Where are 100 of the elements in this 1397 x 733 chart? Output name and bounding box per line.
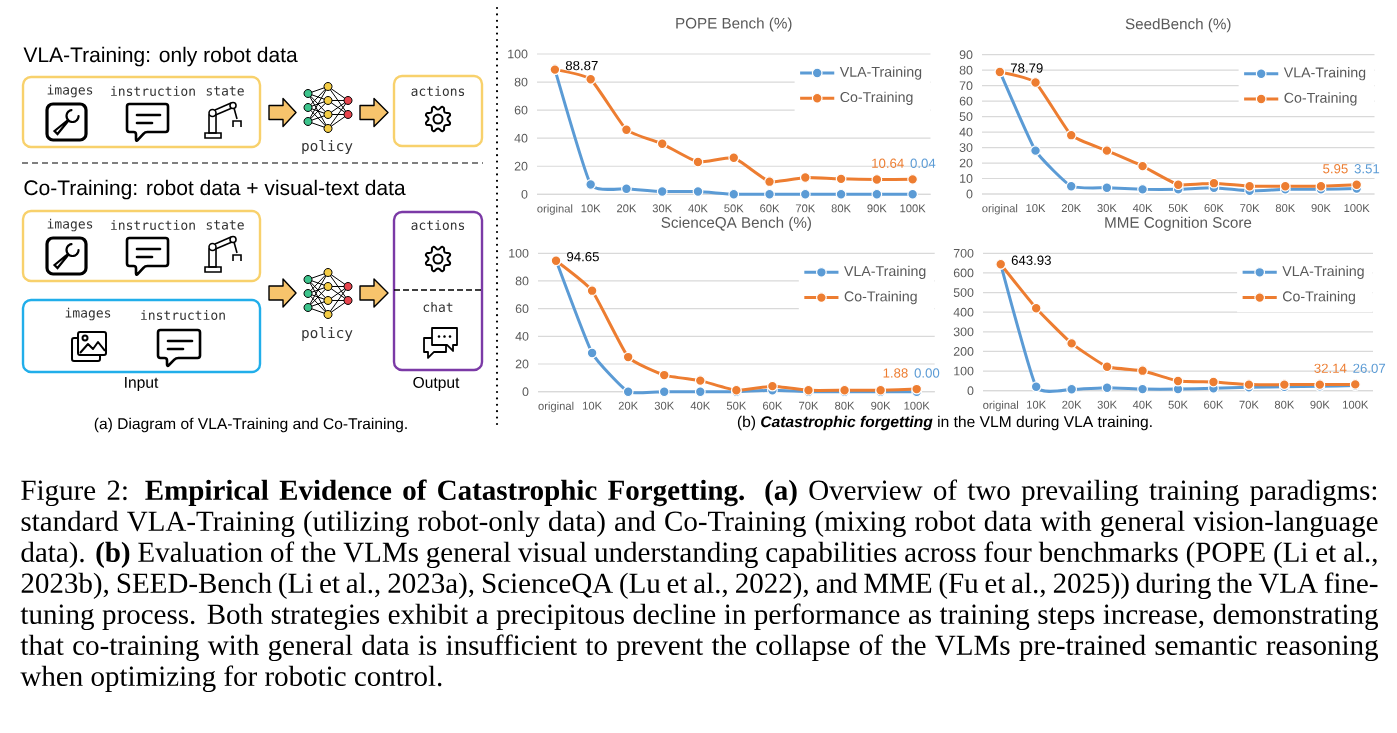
x-tick-label: 20K [618, 401, 638, 410]
x-tick-label: 70K [795, 204, 816, 213]
point [1101, 182, 1113, 194]
point [907, 173, 919, 185]
point [767, 380, 778, 392]
data-label: 1.88 [883, 368, 908, 378]
point [728, 188, 740, 200]
x-tick-label: 30K [1097, 400, 1117, 409]
point [1137, 160, 1148, 172]
y-tick-label: 700 [953, 248, 974, 258]
x-tick-label: 60K [1204, 204, 1224, 212]
y-tick-label: 20 [959, 158, 973, 168]
data-label: 88.87 [565, 60, 598, 71]
x-tick-label: 90K [871, 401, 891, 410]
y-tick-label: 100 [509, 248, 529, 258]
point [835, 188, 847, 200]
text: Output [413, 376, 460, 392]
chart-title: ScienceQA Bench (%) [661, 216, 811, 231]
x-tick-label: 90K [867, 204, 887, 213]
text: (a) Diagram of VLA-Training and Co-Training. [94, 417, 407, 433]
y-tick-label: 60 [515, 304, 529, 314]
chart-title: POPE Bench (%) [676, 17, 792, 32]
point [1208, 376, 1219, 388]
data-label: 3.51 [1354, 164, 1380, 174]
data-label: 643.93 [1011, 255, 1051, 265]
y-tick-label: 80 [514, 77, 528, 87]
text: (b) Catastrophic forgetting in the VLM during VLA training. [737, 415, 1152, 431]
point [1137, 365, 1148, 377]
point [1030, 145, 1041, 157]
point [1101, 382, 1113, 394]
y-tick-label: 40 [959, 127, 973, 137]
chart-title: SeedBench (%) [1125, 18, 1231, 33]
data-label: 0.00 [914, 368, 940, 378]
y-tick-label: 70 [959, 81, 973, 91]
point [585, 179, 597, 190]
x-tick-label: 90K [1311, 204, 1331, 212]
x-tick-label: 70K [1240, 204, 1260, 212]
y-tick-label: 40 [515, 331, 529, 341]
y-tick-label: 40 [514, 133, 528, 143]
point [1065, 129, 1077, 141]
y-tick-label: 600 [953, 268, 974, 278]
x-tick-label: 40K [690, 401, 711, 410]
x-tick-label: 10K [1026, 204, 1046, 212]
text: Co-Training: robot data + visual-text data [24, 179, 406, 200]
x-tick-label: 60K [763, 401, 783, 410]
text: policy [302, 326, 353, 341]
data-label: 78.79 [1010, 63, 1043, 73]
y-tick-label: 60 [959, 96, 973, 106]
x-tick-label: 70K [1239, 400, 1259, 409]
point [658, 369, 670, 381]
x-tick-label: original [538, 401, 574, 413]
text: images [47, 218, 93, 232]
y-tick-label: 30 [959, 143, 973, 152]
point [871, 188, 883, 200]
x-tick-label: 80K [835, 401, 855, 410]
y-tick-label: 0 [967, 386, 974, 396]
point [692, 156, 704, 168]
y-tick-label: 100 [954, 366, 974, 376]
legend-label: VLA-Training [839, 66, 922, 80]
x-tick-label: 60K [1204, 400, 1224, 409]
point [764, 188, 775, 200]
point [764, 176, 775, 188]
x-tick-label: 80K [1275, 204, 1296, 212]
point [1172, 179, 1184, 191]
legend-label: Co-Training [844, 290, 917, 305]
point [871, 174, 883, 185]
point [1351, 179, 1363, 191]
y-tick-label: 300 [953, 327, 974, 337]
text: VLA-Training: only robot data [23, 46, 298, 67]
text: actions [411, 85, 465, 97]
y-tick-label: 500 [953, 288, 974, 297]
text: Figure 2: Empirical Evidence of Catastrophic Forgetting. (a) Overview of two prevailing training paradigms: standard VLA-Training (utilizing robot-only data) and Co-Training (mixing robot data with general vision-language data). (b) Evaluation of the VLMs general visual understanding capabilities across four benchmarks (POPE (Li et al., 2023b), SEED-Bench (Li et al., 2023a), ScienceQA (Lu et al., 2022), and MME (Fu et al., 2025)) during the VLA fine-tuning process. Both strategies exhibit a precipitous decline in performance as training steps increase, demonstrating that co-training with general data is insufficient to prevent the collapse of the VLMs pre-trained semantic reasoning when optimizing for robotic control. [20, 479, 1379, 693]
point [1030, 302, 1042, 314]
x-tick-label: 50K [1168, 400, 1188, 409]
y-tick-label: 80 [515, 276, 529, 286]
point [1137, 383, 1148, 395]
point [622, 386, 634, 398]
y-tick-label: 90 [959, 50, 973, 60]
point [694, 386, 706, 398]
text: policy [302, 139, 353, 154]
legend-label: VLA-Training [844, 265, 926, 279]
x-tick-label: 20K [1062, 400, 1082, 409]
point [621, 183, 632, 195]
text: actions [411, 219, 465, 231]
text: chat [423, 301, 453, 313]
point [1066, 337, 1078, 349]
y-tick-label: 400 [953, 307, 974, 317]
text: state [206, 220, 244, 230]
text: instruction [111, 219, 195, 231]
point [799, 172, 811, 183]
x-tick-label: 50K [1168, 204, 1189, 212]
x-tick-label: original [982, 204, 1018, 215]
x-tick-label: 30K [1097, 204, 1117, 212]
legend-label: Co-Training [840, 91, 913, 105]
data-label: 94.65 [567, 252, 599, 262]
text: instruction [141, 309, 225, 321]
x-tick-label: 100K [1344, 204, 1370, 212]
x-tick-label: 30K [652, 204, 673, 213]
data-label: 26.07 [1353, 363, 1386, 373]
point [586, 285, 598, 297]
